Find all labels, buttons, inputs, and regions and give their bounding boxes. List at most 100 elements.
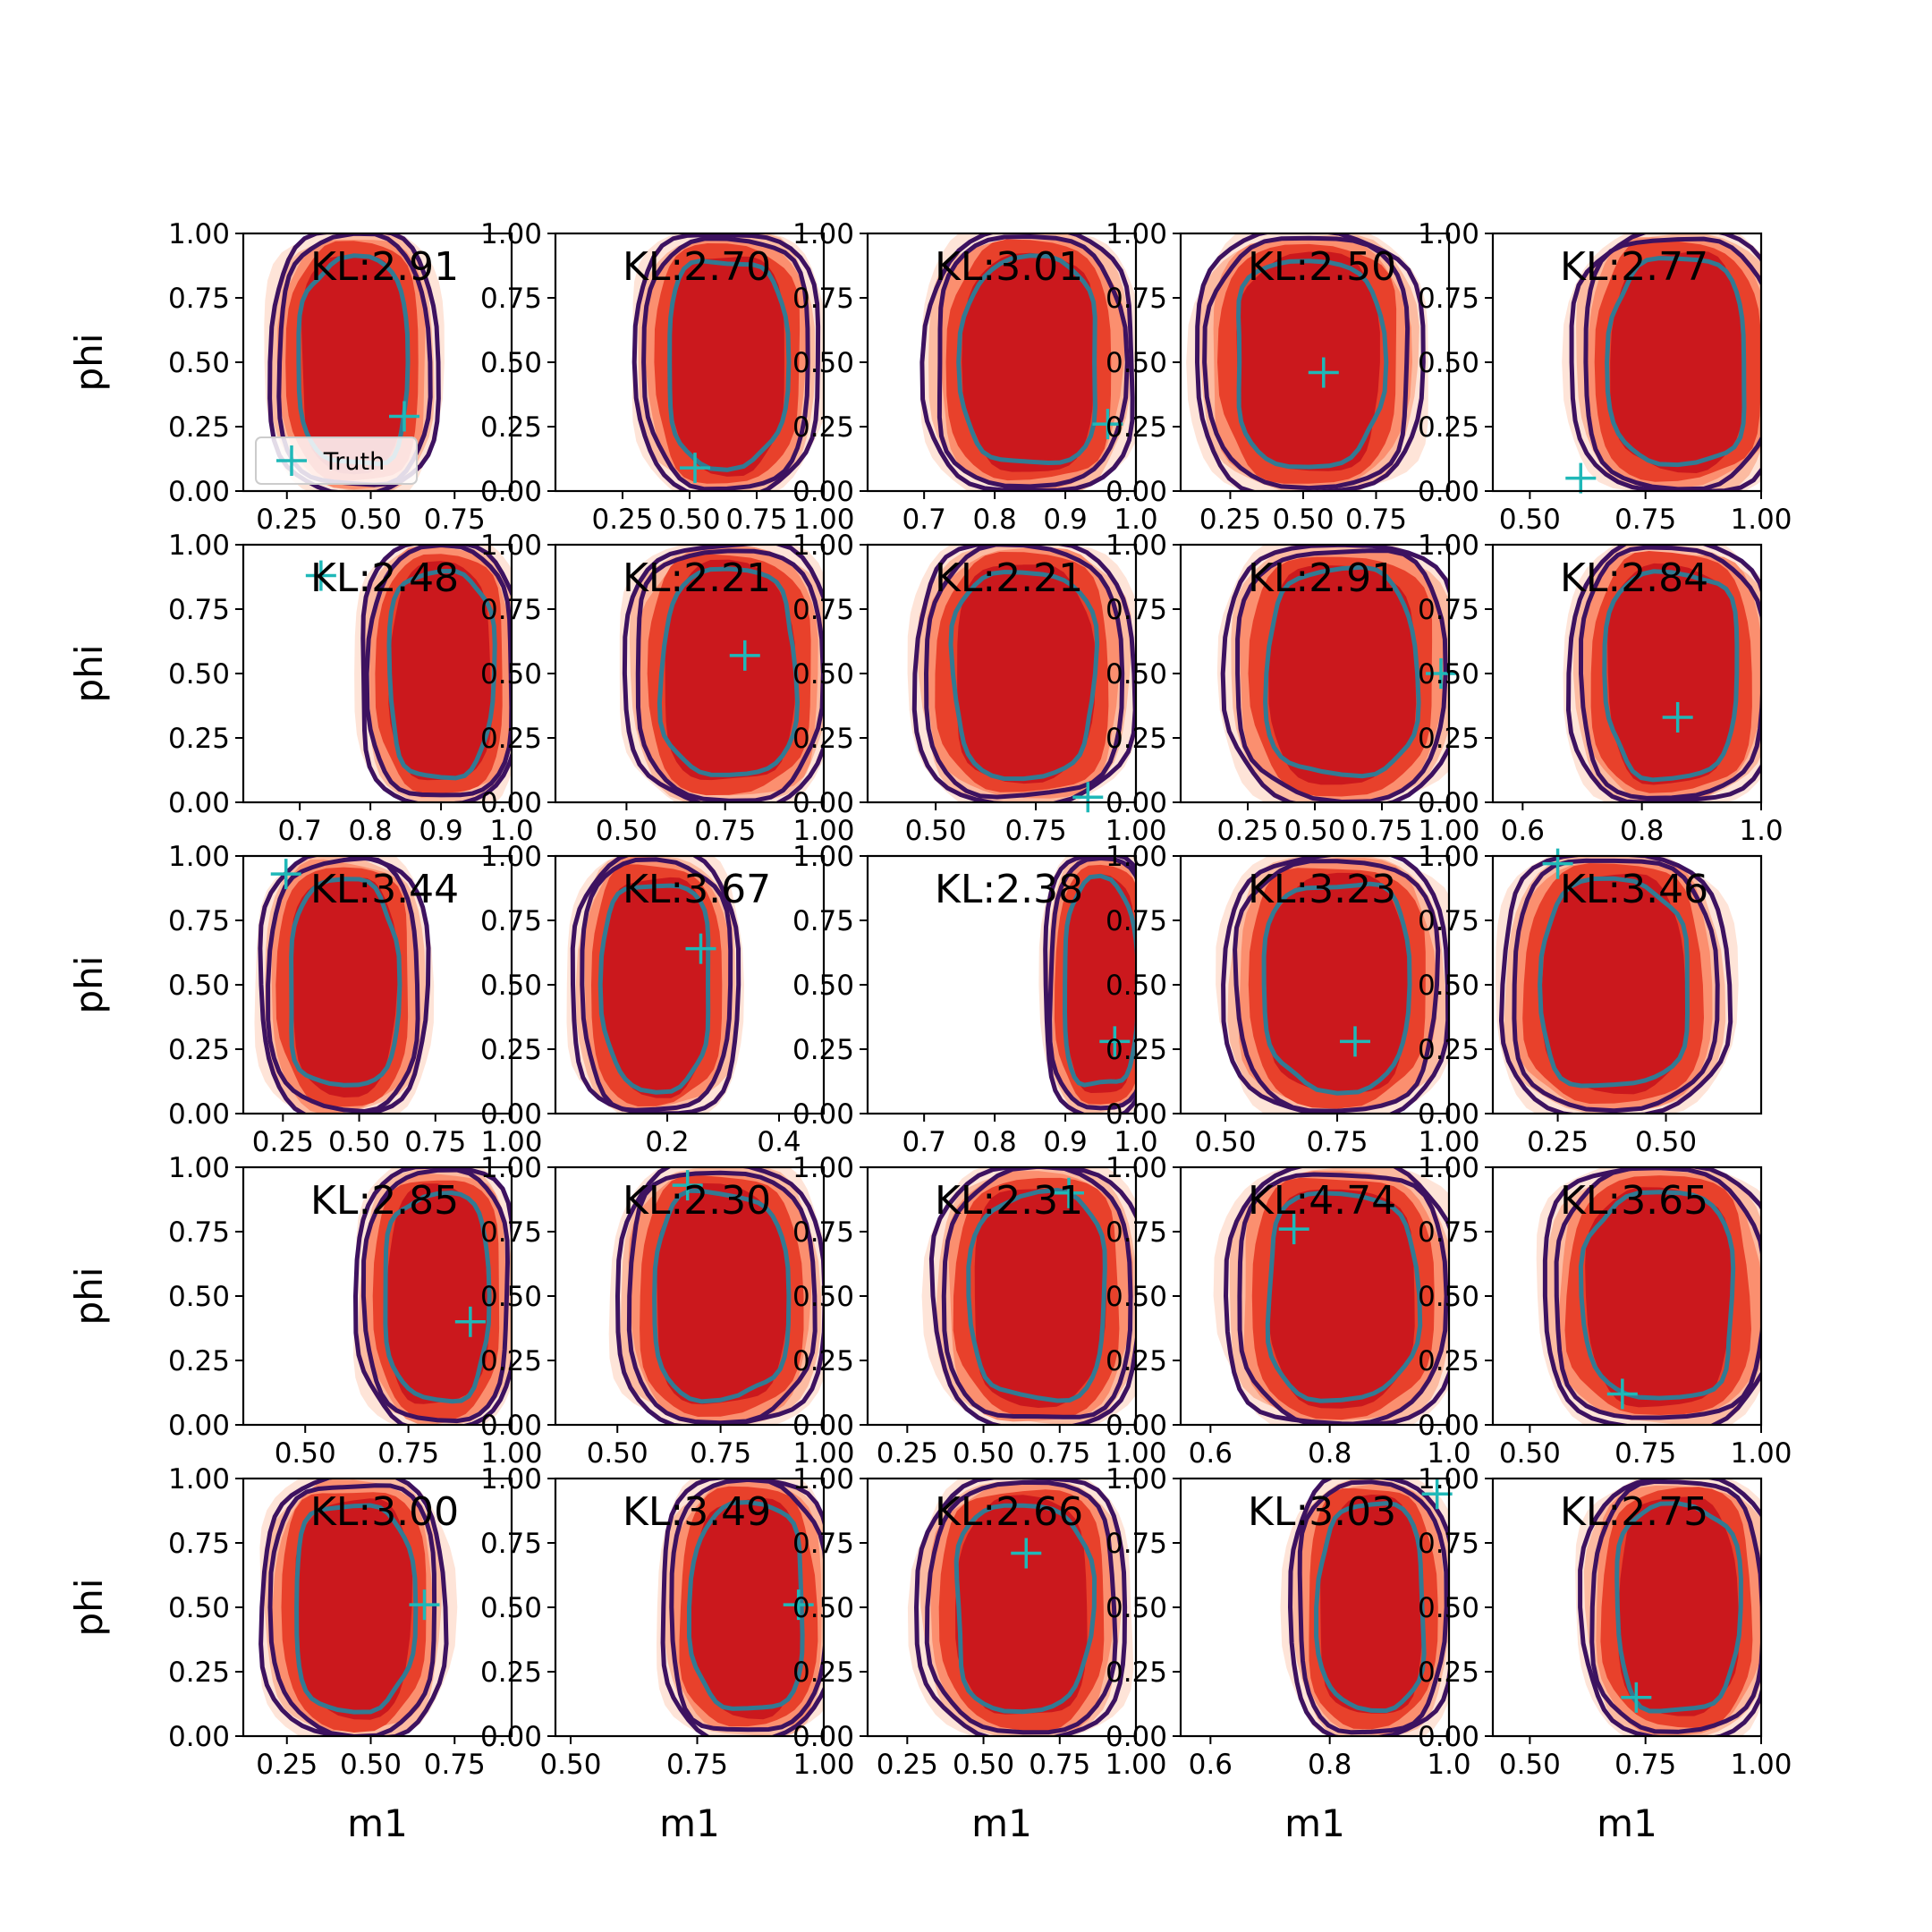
y-tick-label: 0.50 bbox=[1418, 347, 1479, 379]
y-tick-label: 1.00 bbox=[792, 218, 854, 250]
y-tick-label: 0.50 bbox=[168, 658, 230, 691]
kl-annotation: KL:2.70 bbox=[623, 244, 771, 290]
kl-annotation: KL:2.75 bbox=[1560, 1489, 1708, 1535]
x-tick-label: 1.0 bbox=[1427, 1437, 1470, 1470]
inner-contour-line bbox=[1062, 873, 1136, 1088]
x-tick-label: 0.75 bbox=[1345, 504, 1407, 536]
x-tick-label: 0.25 bbox=[1527, 1126, 1589, 1158]
legend-label: Truth bbox=[323, 448, 385, 476]
x-tick-label: 0.75 bbox=[424, 1749, 486, 1781]
middle-contour-line bbox=[669, 1479, 824, 1733]
y-tick-label: 0.00 bbox=[1106, 1098, 1167, 1131]
density-area bbox=[1575, 1479, 1761, 1736]
outer-contour-line bbox=[1220, 545, 1449, 802]
middle-contour-line bbox=[360, 1167, 511, 1424]
y-tick-label: 0.75 bbox=[1418, 1528, 1479, 1560]
density-area bbox=[1536, 1167, 1761, 1425]
y-tick-label: 0.75 bbox=[1106, 283, 1167, 315]
y-tick-label: 0.50 bbox=[1418, 658, 1479, 691]
x-tick-label: 1.0 bbox=[1114, 504, 1157, 536]
y-tick-label: 0.25 bbox=[1106, 411, 1167, 444]
y-tick-label: 0.50 bbox=[1418, 1281, 1479, 1313]
legend-box bbox=[255, 436, 418, 485]
x-tick-label: 0.50 bbox=[340, 1749, 402, 1781]
kl-annotation: KL:2.91 bbox=[310, 244, 459, 290]
y-tick-label: 0.25 bbox=[1418, 723, 1479, 755]
density-fill-level bbox=[291, 877, 398, 1097]
y-tick-label: 0.00 bbox=[1418, 1410, 1479, 1442]
y-tick-label: 0.00 bbox=[168, 787, 230, 819]
middle-contour-line bbox=[364, 545, 512, 798]
y-tick-label: 0.75 bbox=[168, 1216, 230, 1249]
x-tick-label: 0.25 bbox=[256, 504, 318, 536]
density-fill-level bbox=[1585, 1187, 1733, 1408]
outer-contour-line bbox=[570, 856, 741, 1114]
x-tick-label: 0.50 bbox=[1272, 504, 1334, 536]
density-area bbox=[608, 1167, 824, 1425]
kl-annotation: KL:2.31 bbox=[935, 1178, 1083, 1224]
x-tick-label: 0.50 bbox=[953, 1749, 1014, 1781]
truth-marker bbox=[454, 1306, 486, 1337]
x-tick-label: 0.75 bbox=[1306, 1126, 1368, 1158]
outer-contour-line bbox=[1565, 545, 1761, 802]
middle-contour-line bbox=[266, 856, 420, 1114]
x-tick-label: 0.50 bbox=[1194, 1126, 1256, 1158]
truth-marker bbox=[1099, 1026, 1131, 1057]
middle-contour-line bbox=[941, 1167, 1133, 1419]
x-tick-label: 0.50 bbox=[905, 815, 967, 847]
kl-annotation: KL:2.66 bbox=[935, 1489, 1083, 1535]
y-tick-label: 0.00 bbox=[168, 476, 230, 508]
y-tick-label: 0.00 bbox=[168, 1098, 230, 1131]
y-tick-label: 0.25 bbox=[1418, 411, 1479, 444]
x-tick-label: 0.7 bbox=[902, 1126, 946, 1158]
y-tick-label: 0.50 bbox=[168, 970, 230, 1002]
subplot-panel: 0.25 0.50 0.75 1.000.000.250.500.751.00KL:2… bbox=[792, 1152, 1167, 1470]
y-tick-label: 0.25 bbox=[1418, 1657, 1479, 1689]
y-tick-label: 0.25 bbox=[792, 1034, 854, 1066]
outer-contour-line bbox=[1569, 233, 1761, 491]
y-axis-label: phi bbox=[67, 956, 111, 1014]
x-tick-label: 1.00 bbox=[1730, 1749, 1792, 1781]
density-fill-level bbox=[1610, 250, 1744, 473]
middle-contour-line bbox=[1202, 235, 1411, 491]
kl-annotation: KL:2.91 bbox=[1248, 555, 1396, 601]
y-tick-label: 0.00 bbox=[480, 787, 542, 819]
kl-annotation: KL:2.21 bbox=[623, 555, 771, 601]
x-tick-label: 0.9 bbox=[1043, 504, 1087, 536]
density-area bbox=[254, 856, 435, 1114]
y-tick-label: 0.25 bbox=[168, 1034, 230, 1066]
x-tick-label: 0.75 bbox=[1029, 1437, 1090, 1470]
density-fill-level bbox=[1541, 873, 1687, 1095]
inner-contour-line bbox=[386, 568, 497, 781]
y-tick-label: 1.00 bbox=[1106, 841, 1167, 873]
y-tick-label: 1.00 bbox=[1418, 1463, 1479, 1496]
x-tick-label: 0.6 bbox=[1189, 1749, 1233, 1781]
density-area bbox=[1216, 545, 1449, 802]
truth-marker bbox=[1542, 848, 1573, 879]
subplot-panel: 0.25 0.50 0.00 0.25 0.50 0.75 1.00 KL:3.46 bbox=[1418, 841, 1763, 1158]
truth-marker bbox=[729, 640, 760, 671]
outer-contour-line bbox=[1221, 856, 1449, 1114]
x-tick-label: 0.25 bbox=[1199, 504, 1261, 536]
y-tick-label: 0.50 bbox=[480, 1281, 542, 1313]
y-tick-label: 0.50 bbox=[1418, 1592, 1479, 1624]
x-tick-label: 0.75 bbox=[1614, 1437, 1676, 1470]
density-fill-level bbox=[955, 1495, 1088, 1715]
subplot-panel: 0.50 0.75 1.00 0.00 0.25 0.50 0.75 1.00 KL:2.77 bbox=[1418, 218, 1792, 536]
x-tick-label: 0.7 bbox=[278, 815, 322, 847]
kl-annotation: KL:3.01 bbox=[935, 244, 1083, 290]
kl-annotation: KL:4.74 bbox=[1248, 1178, 1396, 1224]
middle-contour-line bbox=[641, 236, 810, 491]
y-tick-label: 0.75 bbox=[1418, 594, 1479, 626]
y-tick-label: 0.25 bbox=[1106, 1657, 1167, 1689]
y-tick-label: 0.25 bbox=[480, 411, 542, 444]
truth-marker bbox=[270, 859, 301, 890]
middle-contour-line bbox=[936, 233, 1130, 489]
density-area bbox=[352, 1167, 512, 1425]
y-tick-label: 0.75 bbox=[792, 1528, 854, 1560]
inner-contour-line bbox=[1236, 258, 1389, 470]
density-fill-level bbox=[386, 1183, 488, 1404]
x-tick-label: 0.50 bbox=[587, 1437, 648, 1470]
